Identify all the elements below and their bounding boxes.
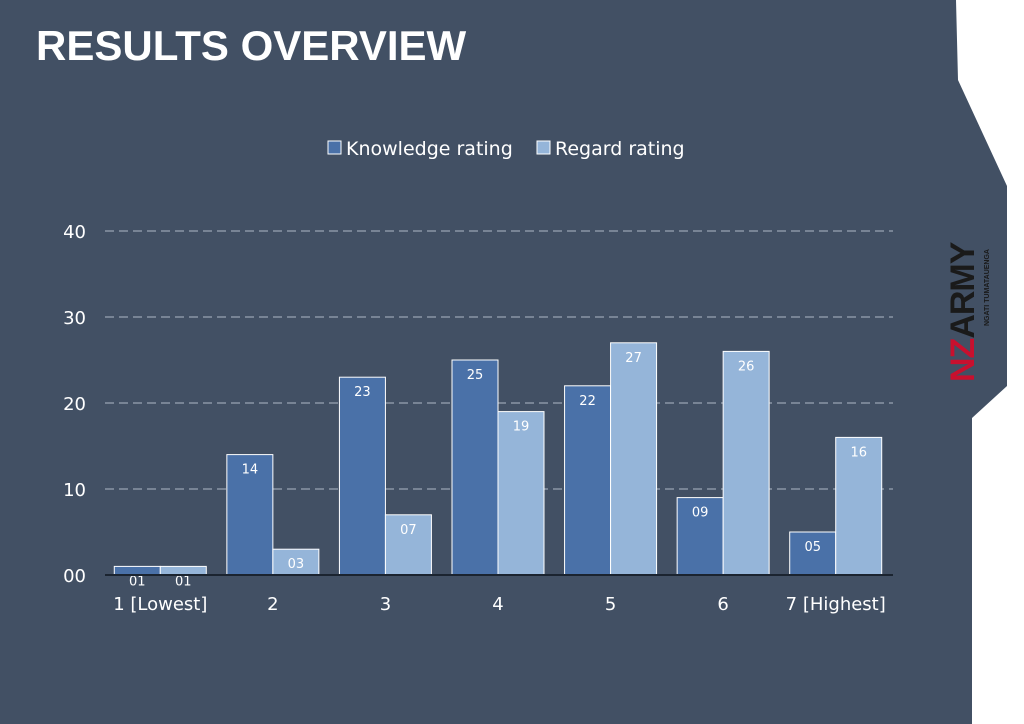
data-label: 26: [738, 359, 755, 374]
knowledge-bar: [226, 454, 274, 576]
regard-bar: [610, 342, 658, 576]
y-tick-label: 20: [63, 394, 86, 415]
knowledge-bar: [564, 385, 612, 576]
data-label: 16: [850, 445, 867, 460]
x-tick-label: 5: [605, 594, 616, 615]
regard-bar: [722, 350, 770, 576]
y-tick-label: 30: [63, 308, 86, 329]
panel-shape: [956, 0, 1024, 724]
x-tick-label: 2: [267, 594, 278, 615]
knowledge-bar: [338, 376, 386, 576]
legend-label-regard: Regard rating: [555, 138, 685, 160]
data-label: 05: [804, 540, 821, 555]
y-tick-label: 00: [63, 566, 86, 587]
x-tick-label: 7 [Highest]: [786, 594, 886, 615]
legend-label-knowledge: Knowledge rating: [346, 138, 513, 160]
x-tick-label: 6: [717, 594, 728, 615]
knowledge-bar: [451, 359, 499, 576]
data-label: 14: [242, 463, 259, 478]
y-tick-label: 40: [63, 222, 86, 243]
regard-bar: [497, 411, 545, 576]
data-label: 03: [288, 557, 305, 572]
regard-bar: [272, 548, 320, 576]
legend-swatch-regard: [536, 140, 551, 155]
data-label: 09: [692, 506, 709, 521]
data-label: 01: [129, 574, 146, 589]
y-tick-label: 10: [63, 480, 86, 501]
x-tick-label: 4: [492, 594, 503, 615]
data-label: 07: [400, 523, 417, 538]
x-tick-label: 3: [380, 594, 391, 615]
knowledge-bar: [789, 531, 837, 576]
page-title: RESULTS OVERVIEW: [36, 22, 467, 69]
data-label: 01: [175, 574, 192, 589]
regard-bar: [835, 436, 883, 576]
data-label: 25: [467, 368, 484, 383]
data-label: 23: [354, 385, 371, 400]
knowledge-bar: [676, 497, 724, 576]
data-label: 22: [579, 394, 596, 409]
data-label: 27: [625, 351, 642, 366]
data-label: 19: [513, 420, 530, 435]
legend-swatch-knowledge: [327, 140, 342, 155]
x-tick-label: 1 [Lowest]: [113, 594, 207, 615]
